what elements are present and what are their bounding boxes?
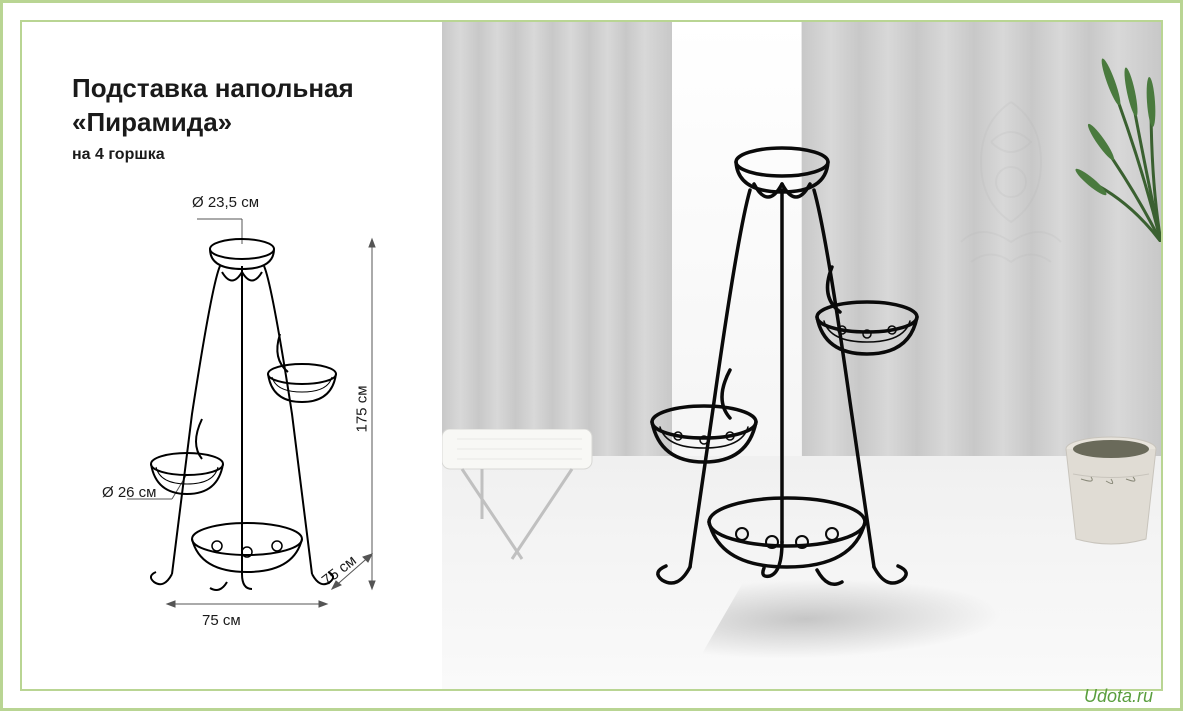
- inner-border: Подставка напольная «Пирамида» на 4 горш…: [20, 20, 1163, 691]
- planter-icon: [1061, 429, 1161, 549]
- stand-photo: [642, 122, 962, 622]
- site-url: Udota.ru: [1084, 686, 1153, 707]
- title-line2: «Пирамида»: [72, 106, 412, 140]
- diagram-area: Ø 23,5 см Ø 26 см 175 см 75 см 75 см: [72, 194, 412, 634]
- stand-diagram: [72, 194, 412, 634]
- plant-leaves-icon: [1041, 42, 1161, 242]
- right-panel: [442, 22, 1161, 689]
- title-line1: Подставка напольная: [72, 72, 412, 106]
- title-block: Подставка напольная «Пирамида» на 4 горш…: [72, 72, 412, 164]
- bench-icon: [442, 429, 622, 569]
- curtain-left: [442, 22, 672, 456]
- subtitle: на 4 горшка: [72, 146, 412, 164]
- left-panel: Подставка напольная «Пирамида» на 4 горш…: [22, 22, 442, 689]
